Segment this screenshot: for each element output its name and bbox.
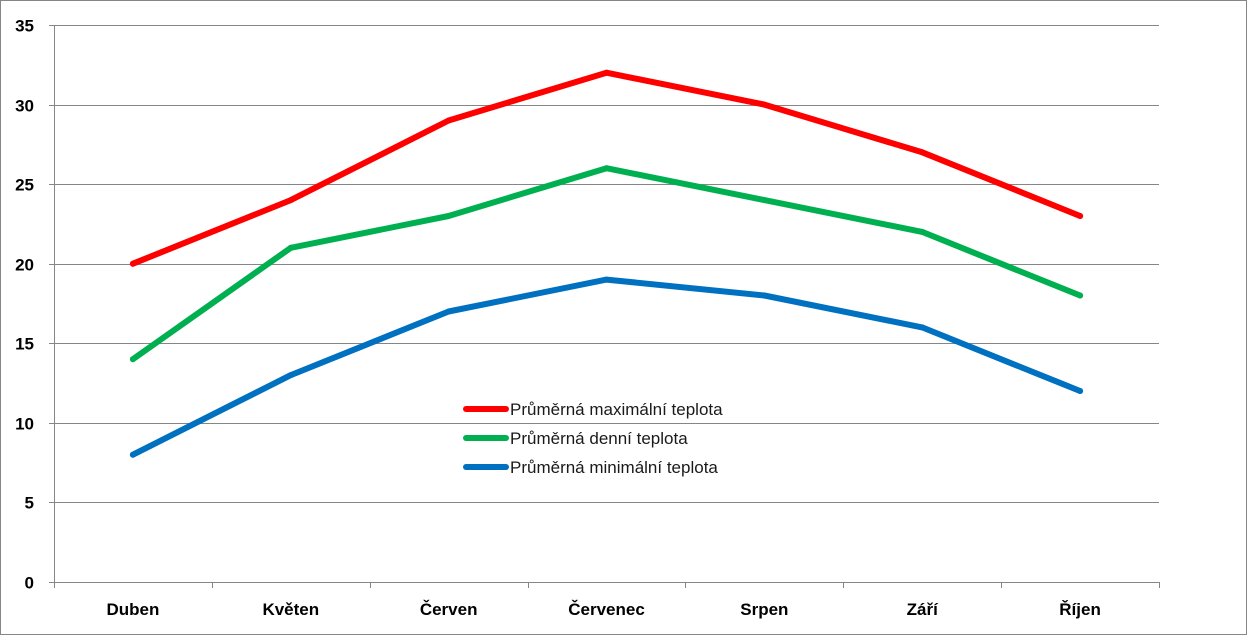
data-point: [445, 308, 452, 315]
y-tick-label: 0: [25, 574, 34, 593]
data-point: [129, 260, 136, 267]
data-point: [1077, 213, 1084, 219]
data-point: [761, 292, 768, 299]
x-tick-label: Červenec: [568, 600, 645, 619]
gridlines: [54, 25, 1159, 503]
y-tick-label: 10: [15, 415, 34, 434]
data-point: [445, 117, 452, 124]
data-point: [445, 213, 452, 219]
legend-label: Průměrná maximální teplota: [510, 400, 723, 419]
y-tick-label: 5: [25, 494, 34, 513]
legend: Průměrná maximální teplota Průměrná denní…: [463, 400, 723, 477]
data-point: [603, 276, 610, 283]
y-tick-label: 15: [15, 335, 34, 354]
data-point: [761, 101, 768, 108]
data-point: [287, 197, 294, 204]
data-point: [761, 197, 768, 204]
data-point: [919, 149, 926, 156]
legend-label: Průměrná denní teplota: [510, 429, 688, 448]
data-point: [287, 372, 294, 379]
data-point: [129, 356, 136, 363]
data-point: [129, 451, 136, 458]
x-tick-label: Duben: [106, 600, 159, 619]
axes: [49, 25, 1160, 588]
x-tick-label: Září: [907, 600, 939, 619]
data-point: [1077, 388, 1084, 394]
series-lines: [129, 69, 1084, 458]
x-tick-label: Říjen: [1059, 600, 1101, 619]
y-tick-label: 25: [15, 176, 34, 195]
legend-label: Průměrná minimální teplota: [510, 458, 718, 477]
data-point: [919, 228, 926, 235]
y-tick-label: 30: [15, 97, 34, 116]
x-tick-label: Květen: [262, 600, 319, 619]
data-point: [287, 244, 294, 251]
y-tick-label: 20: [15, 256, 34, 275]
data-point: [603, 69, 610, 76]
y-axis-tick-labels: 0 5 10 15 20 25 30 35: [15, 17, 34, 593]
x-axis-tick-labels: Duben Květen Červen Červenec Srpen Září Říjen: [106, 600, 1100, 619]
x-tick-label: Srpen: [740, 600, 788, 619]
data-point: [919, 324, 926, 331]
y-tick-label: 35: [15, 17, 34, 36]
data-point: [603, 165, 610, 172]
data-point: [1077, 292, 1084, 299]
x-tick-label: Červen: [420, 600, 478, 619]
